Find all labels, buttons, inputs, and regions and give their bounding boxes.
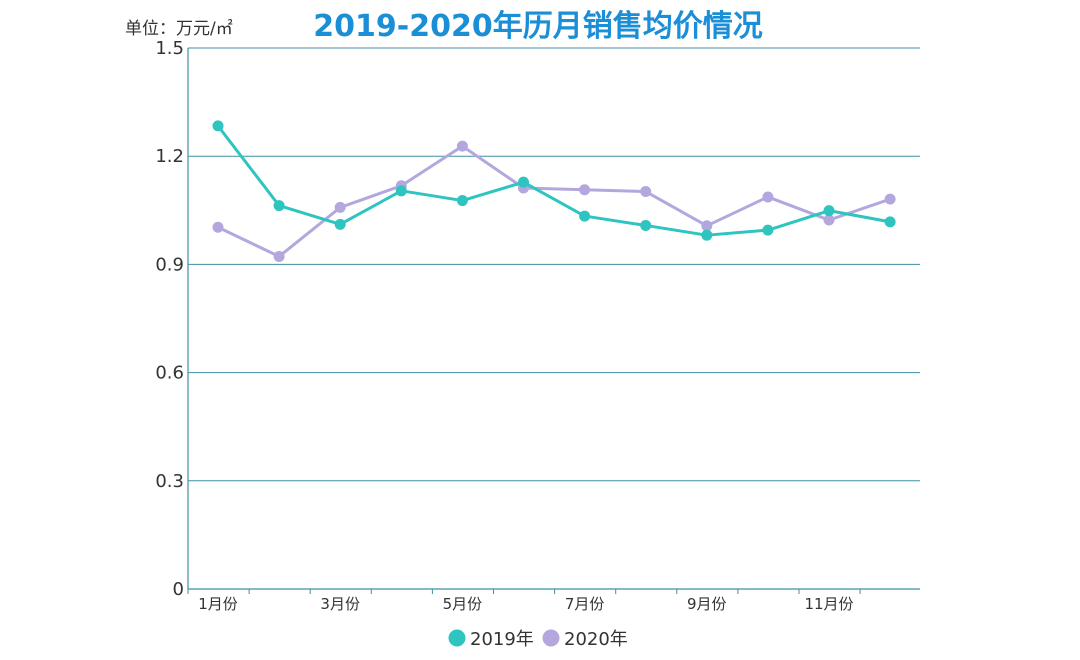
data-point — [518, 176, 529, 188]
data-point — [273, 250, 285, 262]
data-point — [884, 193, 896, 205]
series-1 — [212, 140, 896, 262]
x-tick-label: 3月份 — [320, 595, 360, 613]
axes — [187, 48, 920, 590]
legend-label: 2019年 — [470, 629, 534, 650]
data-point — [212, 120, 224, 132]
data-point — [640, 219, 652, 231]
data-point — [640, 186, 652, 198]
legend: 2019年 2020年 — [448, 629, 628, 650]
series-line — [217, 144, 891, 258]
y-tick-label: 0.3 — [155, 471, 184, 492]
x-tick-label: 7月份 — [565, 595, 605, 613]
y-tick-label: 0 — [173, 579, 184, 600]
data-point — [823, 214, 835, 226]
data-point — [701, 220, 713, 232]
data-point — [456, 140, 468, 152]
data-point — [273, 200, 285, 212]
x-tick-label: 5月份 — [443, 595, 483, 613]
y-tick-label: 0.6 — [155, 363, 184, 384]
y-tick-label: 1.2 — [155, 146, 184, 167]
legend-marker — [542, 629, 560, 647]
series-group — [212, 120, 896, 262]
data-point — [334, 218, 346, 230]
unit-label: 单位：万元/㎡ — [125, 19, 233, 39]
data-point — [762, 224, 774, 236]
legend-marker — [448, 629, 466, 647]
data-point — [395, 185, 407, 197]
grid-lines — [188, 47, 920, 482]
series-line — [216, 124, 891, 237]
data-point — [701, 229, 713, 241]
y-tick-label: 0.9 — [155, 254, 184, 275]
data-point — [334, 201, 346, 213]
data-point — [212, 221, 224, 233]
data-point — [762, 191, 774, 203]
x-tick-label: 9月份 — [687, 595, 727, 613]
data-point — [579, 210, 591, 222]
data-point — [823, 205, 835, 217]
x-axis-ticks: 1月份 3月份 5月份 7月份 9月份 11月份 — [187, 589, 861, 613]
x-tick-label: 1月份 — [198, 595, 238, 613]
y-tick-label: 1.5 — [155, 38, 184, 59]
data-point — [884, 216, 896, 228]
chart-title: 2019-2020年历月销售均价情况 — [313, 9, 762, 44]
y-axis-ticks: 0 0.3 0.6 0.9 1.2 1.5 — [155, 38, 184, 600]
data-point — [579, 184, 591, 196]
data-point — [456, 195, 468, 207]
series-0 — [212, 120, 896, 241]
legend-label: 2020年 — [564, 629, 628, 650]
x-tick-label: 11月份 — [804, 595, 853, 613]
